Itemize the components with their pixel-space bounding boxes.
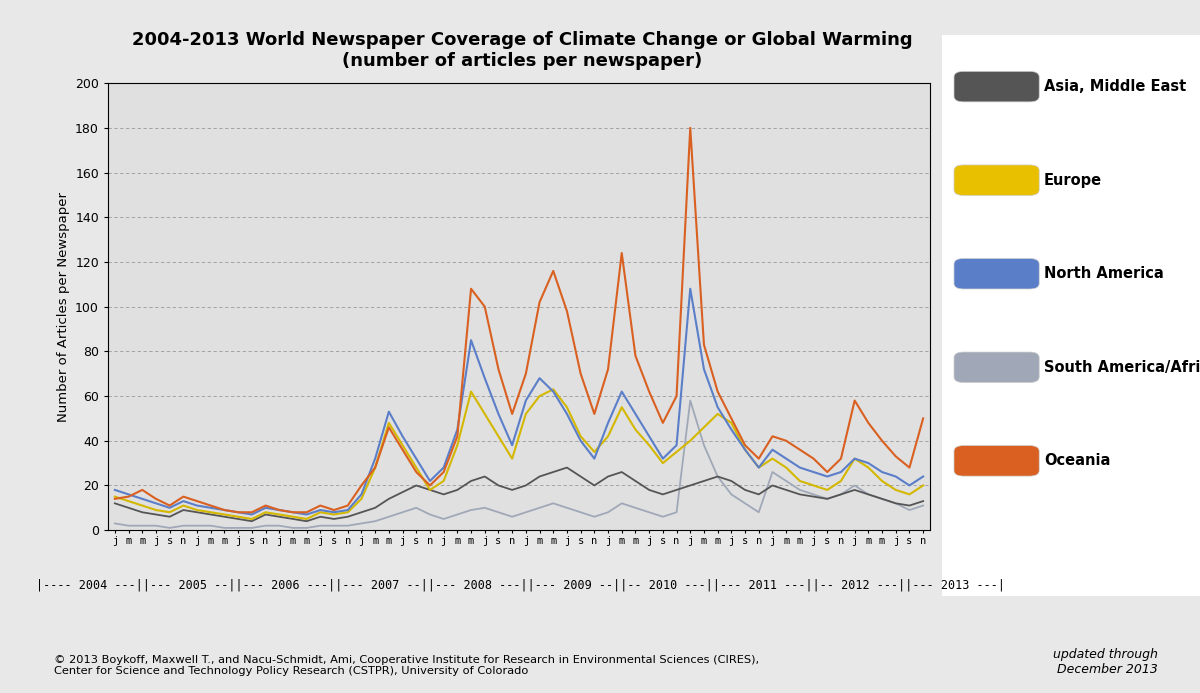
Text: |---- 2004 ---||--- 2005 --||--- 2006 ---||--- 2007 --||--- 2008 ---||--- 2009 -: |---- 2004 ---||--- 2005 --||--- 2006 --… [36,579,1006,592]
Text: updated through
December 2013: updated through December 2013 [1054,648,1158,676]
Text: Europe: Europe [1044,173,1102,188]
Text: © 2013 Boykoff, Maxwell T., and Nacu-Schmidt, Ami, Cooperative Institute for Res: © 2013 Boykoff, Maxwell T., and Nacu-Sch… [54,655,760,676]
Text: North America: North America [1044,266,1164,281]
Text: South America/Africa: South America/Africa [1044,360,1200,375]
Text: 2004-2013 World Newspaper Coverage of Climate Change or Global Warming
(number o: 2004-2013 World Newspaper Coverage of Cl… [132,31,912,70]
Y-axis label: Number of Articles per Newspaper: Number of Articles per Newspaper [56,192,70,421]
Text: Asia, Middle East: Asia, Middle East [1044,79,1187,94]
Text: Oceania: Oceania [1044,453,1110,468]
